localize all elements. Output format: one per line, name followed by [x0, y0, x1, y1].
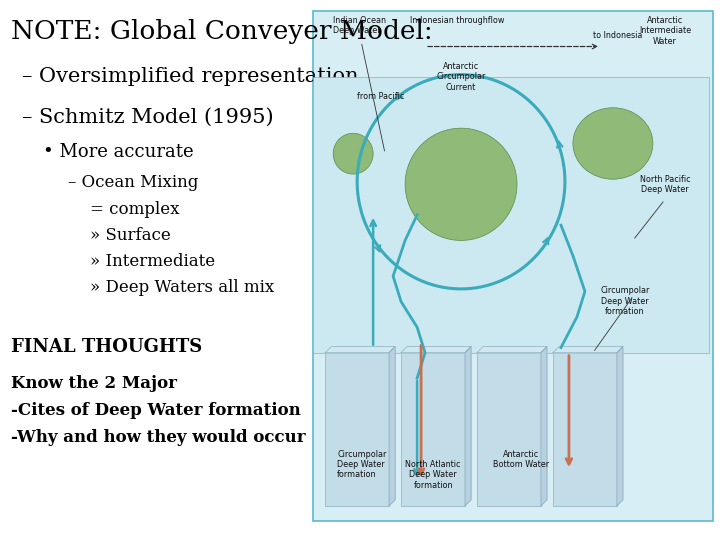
- Bar: [313, 77, 708, 353]
- Text: Indian Ocean
Deep Water: Indian Ocean Deep Water: [333, 16, 386, 35]
- Text: NOTE: Global Conveyer Model:: NOTE: Global Conveyer Model:: [11, 19, 433, 44]
- Polygon shape: [401, 347, 471, 353]
- Polygon shape: [553, 347, 623, 353]
- Ellipse shape: [405, 128, 517, 240]
- Text: Antarctic
Circumpolar
Current: Antarctic Circumpolar Current: [436, 62, 486, 92]
- Text: North Pacific
Deep Water: North Pacific Deep Water: [639, 174, 690, 194]
- Text: » Deep Waters all mix: » Deep Waters all mix: [90, 279, 274, 295]
- Ellipse shape: [333, 133, 373, 174]
- Text: » Intermediate: » Intermediate: [90, 253, 215, 269]
- Polygon shape: [617, 347, 623, 506]
- Text: FINAL THOUGHTS: FINAL THOUGHTS: [11, 338, 202, 355]
- Polygon shape: [541, 347, 547, 506]
- Text: Know the 2 Major: Know the 2 Major: [11, 375, 177, 392]
- Text: -Why and how they would occur: -Why and how they would occur: [11, 429, 305, 446]
- Polygon shape: [325, 347, 395, 353]
- Ellipse shape: [573, 108, 653, 179]
- Text: – Schmitz Model (1995): – Schmitz Model (1995): [22, 108, 273, 127]
- Bar: [401, 353, 465, 506]
- Text: = complex: = complex: [90, 201, 179, 218]
- Bar: [325, 353, 389, 506]
- Text: Circumpolar
Deep Water
formation: Circumpolar Deep Water formation: [600, 286, 649, 316]
- Text: • More accurate: • More accurate: [43, 143, 194, 161]
- Text: to Indonesia: to Indonesia: [593, 31, 642, 40]
- Text: Antarctic
Intermediate
Water: Antarctic Intermediate Water: [639, 16, 691, 46]
- Bar: [313, 11, 713, 521]
- Text: Indonesian throughflow: Indonesian throughflow: [410, 16, 504, 25]
- Text: from Pacific: from Pacific: [357, 92, 405, 102]
- Bar: [477, 353, 541, 506]
- Text: -Cites of Deep Water formation: -Cites of Deep Water formation: [11, 402, 300, 419]
- Polygon shape: [389, 347, 395, 506]
- Text: – Ocean Mixing: – Ocean Mixing: [68, 174, 199, 191]
- Text: » Surface: » Surface: [90, 227, 171, 244]
- Text: Antarctic
Bottom Water: Antarctic Bottom Water: [493, 450, 549, 469]
- Polygon shape: [465, 347, 471, 506]
- Text: Circumpolar
Deep Water
formation: Circumpolar Deep Water formation: [337, 450, 387, 480]
- Text: North Atlantic
Deep Water
formation: North Atlantic Deep Water formation: [405, 460, 461, 490]
- Polygon shape: [477, 347, 547, 353]
- Bar: [553, 353, 617, 506]
- Text: – Oversimplified representation: – Oversimplified representation: [22, 68, 358, 86]
